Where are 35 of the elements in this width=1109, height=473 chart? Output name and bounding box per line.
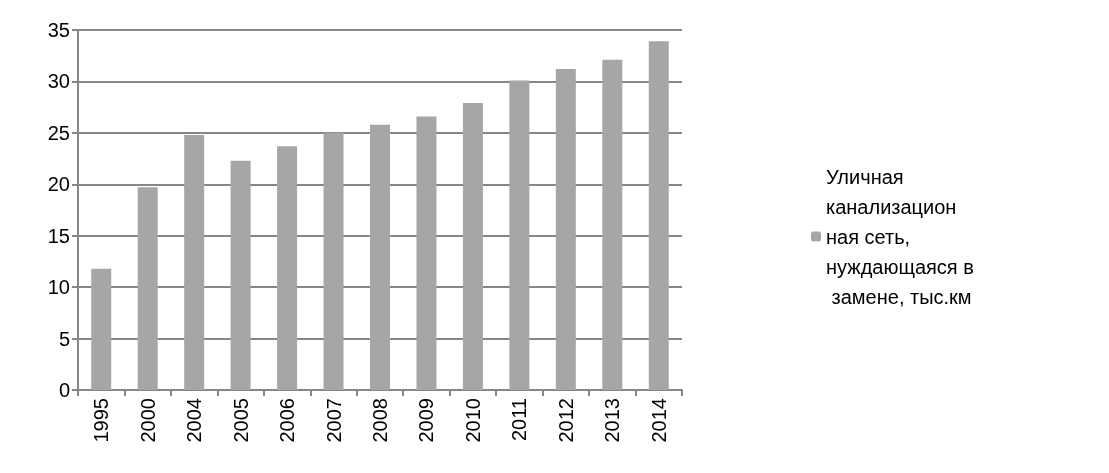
bar bbox=[91, 268, 112, 390]
bar bbox=[416, 116, 437, 390]
bar bbox=[277, 146, 298, 390]
x-tick-label: 1995 bbox=[90, 398, 113, 443]
x-tick-label: 2012 bbox=[554, 398, 577, 443]
y-tick-label: 30 bbox=[47, 70, 70, 93]
y-tick-label: 15 bbox=[47, 224, 70, 247]
x-tick-label: 2011 bbox=[508, 398, 531, 442]
x-tick-label: 2013 bbox=[601, 398, 624, 443]
x-tick-label: 2004 bbox=[183, 398, 206, 443]
bar bbox=[648, 41, 669, 390]
bar bbox=[184, 134, 205, 390]
x-tick-label: 2009 bbox=[415, 398, 438, 443]
x-tick-label: 2000 bbox=[136, 398, 159, 443]
y-tick-label: 25 bbox=[47, 121, 70, 144]
y-tick-label: 0 bbox=[58, 379, 70, 401]
y-tick-label: 5 bbox=[58, 327, 70, 350]
x-tick-label: 2005 bbox=[229, 398, 252, 443]
legend-label: Уличная канализационная сеть, нуждающаяся в замене, тыс.км bbox=[826, 165, 974, 308]
bar bbox=[137, 187, 158, 390]
x-tick-label: 2008 bbox=[369, 398, 391, 443]
bar bbox=[555, 69, 576, 390]
y-tick-label: 10 bbox=[47, 276, 70, 299]
x-tick-label: 2010 bbox=[461, 398, 484, 443]
bar bbox=[323, 132, 344, 390]
y-tick-label: 20 bbox=[47, 173, 70, 196]
x-tick-label: 2014 bbox=[647, 398, 670, 443]
bar bbox=[462, 103, 483, 390]
bar bbox=[230, 160, 251, 390]
bar bbox=[509, 80, 530, 390]
bar bbox=[370, 124, 390, 390]
x-tick-label: 2006 bbox=[276, 398, 299, 443]
bar bbox=[602, 59, 623, 390]
y-tick-label: 35 bbox=[47, 19, 70, 41]
x-tick-label: 2007 bbox=[322, 398, 345, 443]
